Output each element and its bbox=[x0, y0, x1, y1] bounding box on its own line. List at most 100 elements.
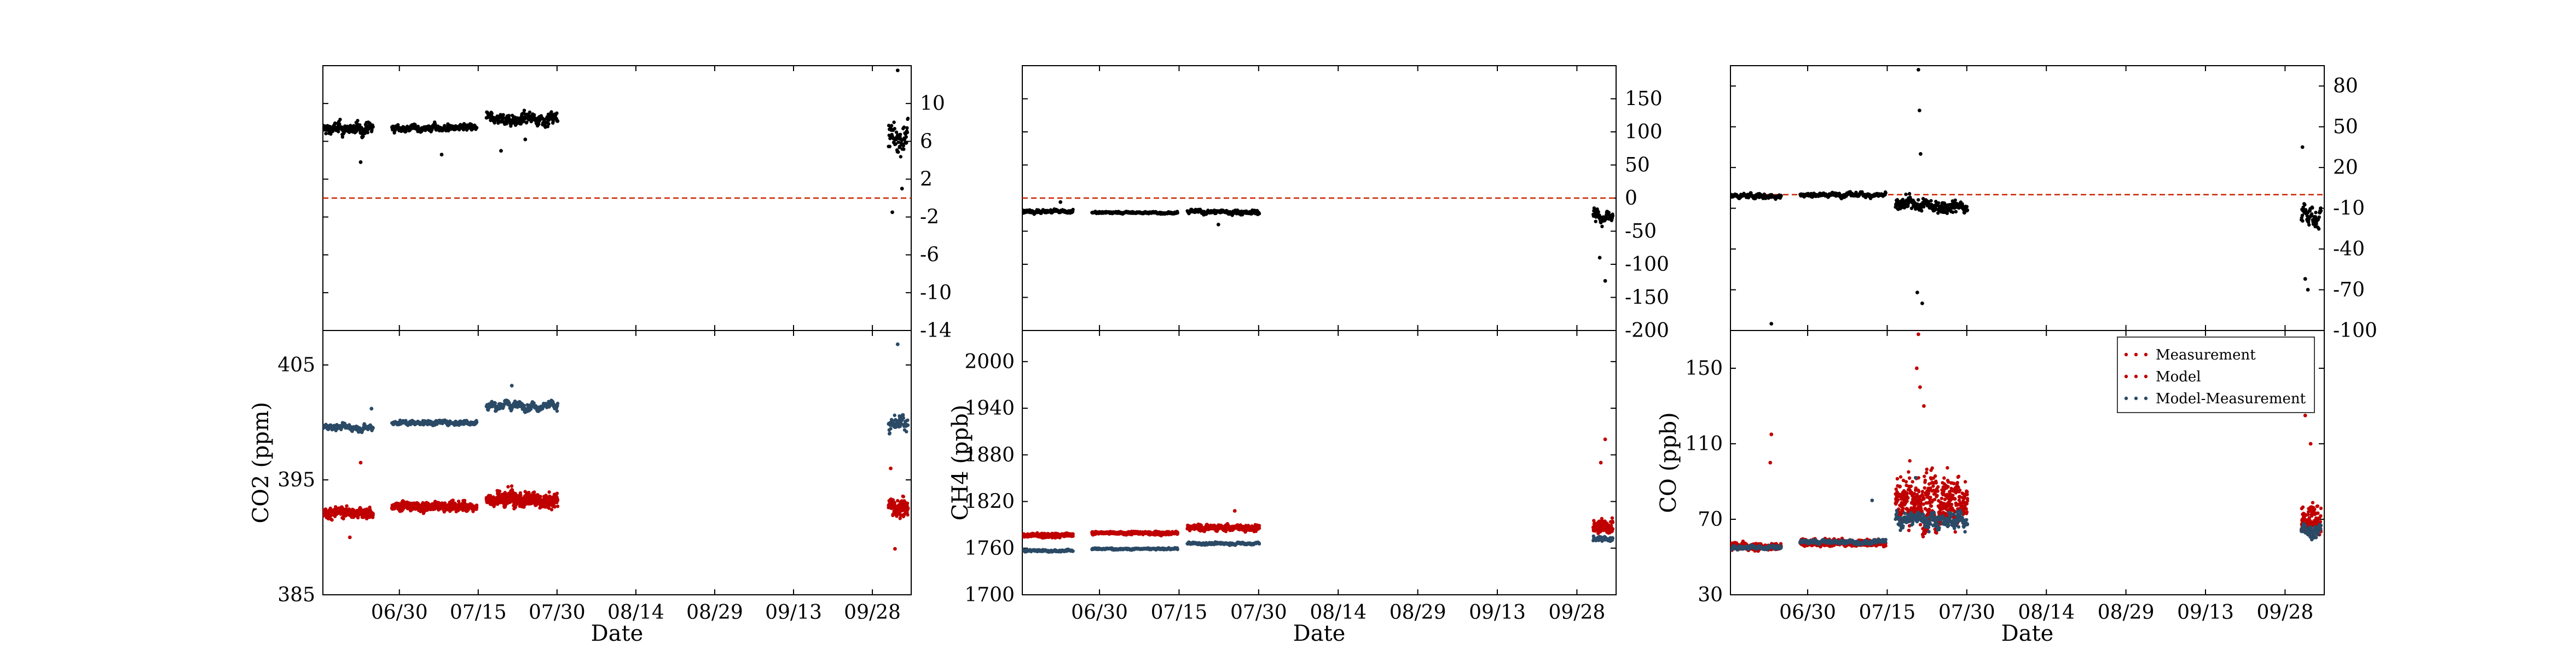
data-point bbox=[525, 120, 529, 124]
data-point bbox=[500, 496, 505, 500]
data-point bbox=[474, 503, 479, 507]
data-point bbox=[433, 122, 437, 126]
data-point bbox=[890, 506, 895, 510]
data-point bbox=[555, 505, 560, 508]
data-point bbox=[894, 130, 899, 134]
data-point bbox=[901, 413, 905, 417]
data-point bbox=[1611, 520, 1615, 524]
data-point-spike bbox=[439, 153, 444, 156]
y-tick-label: 1760 bbox=[964, 537, 1015, 560]
data-point-spike bbox=[1603, 437, 1607, 442]
data-point bbox=[328, 506, 332, 511]
data-point bbox=[546, 125, 550, 129]
markers bbox=[323, 342, 910, 551]
data-point bbox=[404, 130, 408, 134]
data-point bbox=[338, 507, 343, 511]
y-tick-label: 0 bbox=[1625, 187, 1637, 210]
data-point bbox=[898, 513, 902, 517]
data-point bbox=[1600, 519, 1604, 523]
y-tick-label: -2 bbox=[920, 206, 939, 229]
data-point bbox=[1596, 210, 1600, 214]
data-point bbox=[528, 110, 532, 114]
data-point bbox=[462, 498, 467, 502]
y-tick-label: -150 bbox=[1625, 287, 1669, 309]
data-point bbox=[361, 135, 365, 138]
data-point bbox=[537, 122, 541, 126]
data-point-spike bbox=[348, 535, 352, 540]
data-point-spike bbox=[1232, 509, 1237, 513]
y-tick-label: -100 bbox=[1625, 253, 1669, 276]
data-point bbox=[327, 510, 331, 514]
data-point bbox=[490, 112, 494, 115]
data-point bbox=[555, 119, 560, 123]
data-point bbox=[1257, 212, 1261, 216]
data-point bbox=[532, 490, 536, 494]
y-tick-label: 395 bbox=[277, 469, 315, 491]
data-point bbox=[889, 124, 894, 127]
y-tick-label: 1940 bbox=[964, 397, 1015, 420]
data-point bbox=[338, 122, 341, 126]
axes-frame bbox=[1022, 330, 1617, 595]
y-tick-label: 385 bbox=[277, 584, 315, 606]
data-point bbox=[451, 498, 455, 502]
x-axis-label: Date bbox=[1293, 621, 1346, 646]
x-tick-label: 09/28 bbox=[844, 601, 901, 624]
data-point bbox=[532, 113, 536, 117]
data-point bbox=[901, 495, 906, 498]
data-point bbox=[474, 126, 479, 130]
y-tick-label: 50 bbox=[1625, 154, 1650, 177]
data-point-spike bbox=[358, 160, 363, 164]
data-point bbox=[413, 123, 417, 127]
data-point bbox=[340, 135, 345, 139]
data-point bbox=[894, 142, 898, 146]
data-point bbox=[519, 494, 523, 497]
data-point-spike bbox=[1058, 200, 1063, 204]
data-point bbox=[1610, 516, 1614, 520]
series-model bbox=[1022, 519, 1615, 540]
data-point bbox=[888, 144, 892, 148]
data-point bbox=[370, 128, 374, 132]
data-point bbox=[555, 409, 559, 413]
data-point bbox=[896, 150, 900, 154]
data-point-spike bbox=[893, 547, 897, 551]
data-point bbox=[497, 489, 502, 494]
data-point bbox=[358, 123, 362, 127]
data-point bbox=[902, 125, 906, 129]
data-point bbox=[507, 114, 511, 118]
data-point bbox=[355, 129, 358, 134]
data-point-spike bbox=[369, 407, 374, 411]
data-point bbox=[522, 505, 526, 509]
data-point bbox=[1611, 214, 1615, 218]
data-point bbox=[901, 144, 906, 148]
y-axis-label: CO2 (ppm) bbox=[248, 402, 274, 524]
data-point bbox=[547, 490, 551, 494]
data-point-spike bbox=[889, 466, 893, 471]
x-tick-label: 06/30 bbox=[1071, 601, 1128, 624]
data-point bbox=[344, 514, 348, 518]
data-point bbox=[905, 130, 910, 135]
data-point bbox=[905, 430, 908, 434]
data-point bbox=[548, 495, 552, 499]
data-point-spike bbox=[890, 210, 894, 214]
data-point bbox=[896, 140, 901, 144]
data-point bbox=[330, 518, 334, 522]
x-tick-label: 07/30 bbox=[1230, 601, 1287, 624]
data-point-spike bbox=[523, 137, 528, 142]
data-point bbox=[555, 491, 559, 495]
data-point bbox=[905, 511, 909, 514]
data-point bbox=[522, 108, 526, 112]
data-point bbox=[503, 494, 508, 498]
data-point bbox=[338, 118, 342, 121]
data-point bbox=[371, 426, 375, 430]
data-point bbox=[474, 420, 479, 424]
x-axis-label: Date bbox=[591, 621, 644, 646]
data-point bbox=[506, 485, 510, 489]
data-point bbox=[489, 118, 493, 123]
data-point bbox=[906, 418, 910, 422]
x-tick-label: 08/29 bbox=[1390, 601, 1446, 624]
data-point bbox=[527, 491, 531, 495]
y-tick-label: 6 bbox=[920, 130, 933, 153]
